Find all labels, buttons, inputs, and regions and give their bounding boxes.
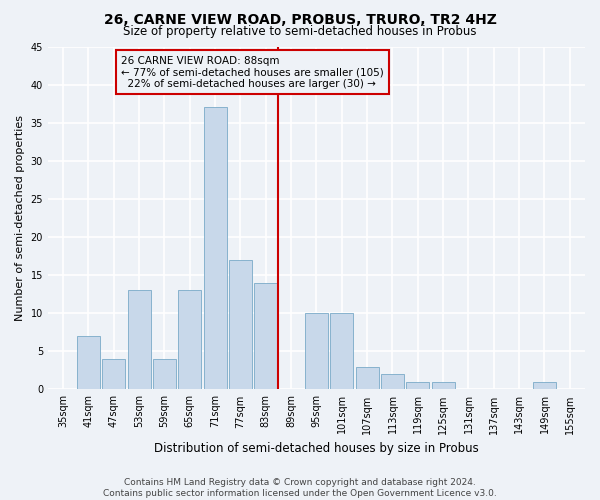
Bar: [331, 313, 353, 390]
Bar: [229, 260, 252, 390]
Bar: [178, 290, 201, 390]
Bar: [204, 108, 227, 390]
Bar: [77, 336, 100, 390]
Bar: [254, 282, 277, 390]
Bar: [128, 290, 151, 390]
Bar: [153, 359, 176, 390]
Text: 26, CARNE VIEW ROAD, PROBUS, TRURO, TR2 4HZ: 26, CARNE VIEW ROAD, PROBUS, TRURO, TR2 …: [104, 12, 496, 26]
Text: Size of property relative to semi-detached houses in Probus: Size of property relative to semi-detach…: [123, 25, 477, 38]
X-axis label: Distribution of semi-detached houses by size in Probus: Distribution of semi-detached houses by …: [154, 442, 479, 455]
Bar: [381, 374, 404, 390]
Bar: [533, 382, 556, 390]
Bar: [103, 359, 125, 390]
Text: Contains HM Land Registry data © Crown copyright and database right 2024.
Contai: Contains HM Land Registry data © Crown c…: [103, 478, 497, 498]
Bar: [406, 382, 429, 390]
Y-axis label: Number of semi-detached properties: Number of semi-detached properties: [15, 115, 25, 321]
Bar: [432, 382, 455, 390]
Text: 26 CARNE VIEW ROAD: 88sqm
← 77% of semi-detached houses are smaller (105)
  22% : 26 CARNE VIEW ROAD: 88sqm ← 77% of semi-…: [121, 56, 384, 89]
Bar: [356, 366, 379, 390]
Bar: [305, 313, 328, 390]
